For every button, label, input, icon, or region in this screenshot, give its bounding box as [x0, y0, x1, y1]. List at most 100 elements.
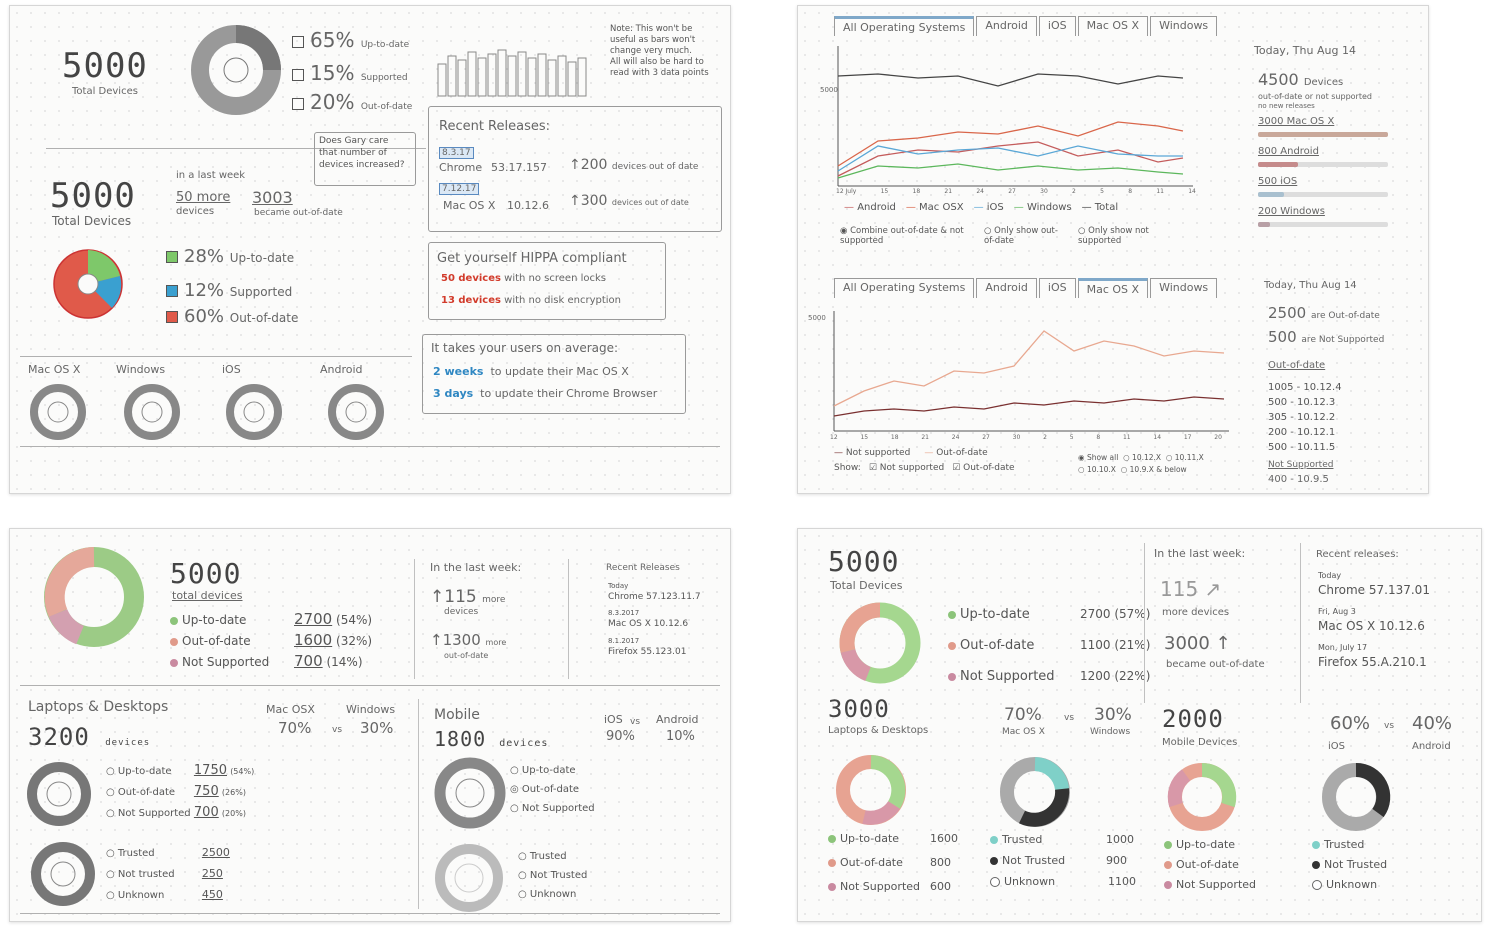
status-donut	[44, 547, 144, 647]
recent-title: Recent Releases	[606, 563, 680, 573]
tab-android[interactable]: Android	[976, 278, 1037, 298]
mac-pct: 70%	[278, 719, 312, 737]
trust-row: ○ Unknown	[518, 889, 577, 900]
stat-row: Not Supported 1200 (22%)	[948, 661, 1150, 692]
x-ticks-2: 12 15 18 21 24 27 30 2 5 8 11 14 17 20	[830, 434, 1222, 441]
windows-pct: 30%	[360, 719, 394, 737]
average-row: 2 weeks to update their Mac OS X	[433, 365, 629, 378]
note-text: Note: This won't be useful as bars won't c…	[610, 24, 709, 78]
divider	[20, 446, 720, 447]
bar-label: 500 iOS	[1258, 176, 1298, 187]
laptops-count: 3000	[828, 695, 890, 723]
radio-10-12[interactable]: ○ 10.12.X	[1123, 453, 1162, 462]
vs-label: vs	[1064, 713, 1075, 723]
out-of-date-title: Out-of-date	[1268, 360, 1326, 371]
stats-list: Up-to-date 2700 (54%) Out-of-date 1600 (32…	[170, 609, 372, 672]
radio-10-11[interactable]: ○ 10.11.X	[1165, 453, 1204, 462]
stat-row: Up-to-date	[1164, 835, 1256, 855]
radio-show-all[interactable]: ◉ Show all	[1078, 453, 1119, 462]
recent-list: Today Chrome 57.123.11.7 8.3.2017 Mac OS X…	[608, 582, 701, 657]
os-label: iOS	[222, 363, 241, 376]
laptop-stats: Up-to-date 1600 Out-of-date 800 Not Suppor…	[828, 827, 958, 899]
checkbox-out-of-date[interactable]: ☑ Out-of-date	[952, 463, 1015, 473]
trust-row: ○ Trusted	[518, 851, 567, 862]
more-devices-count: 50 more	[176, 190, 231, 205]
stat-row: ○ Out-of-date 750 (26%)	[106, 784, 246, 799]
out-of-date-label: became out-of-date	[254, 208, 343, 218]
radio-out-of-date[interactable]: ○ Only show out-of-date	[984, 226, 1058, 246]
total-devices-count: 5000	[62, 46, 148, 86]
tab-windows[interactable]: Windows	[1150, 16, 1218, 36]
tab-mac[interactable]: Mac OS X	[1077, 16, 1149, 36]
total-label: Total Devices	[830, 579, 903, 592]
tab-ios[interactable]: iOS	[1038, 16, 1076, 36]
week-title: In the last week:	[1154, 547, 1246, 560]
stat-row: Out-of-date 800	[828, 851, 958, 875]
trust-row: Not Trusted 900	[990, 850, 1136, 871]
week-title: In the last week:	[430, 561, 522, 574]
mobile-label: Mobile Devices	[1162, 737, 1238, 748]
release-name: Chrome	[439, 161, 483, 174]
android-label: Android	[1412, 741, 1451, 752]
tab-mac[interactable]: Mac OS X	[1077, 278, 1149, 298]
android-label: Android	[656, 713, 699, 726]
mobile-count: 2000	[1162, 705, 1224, 733]
mac-label: Mac OS X	[1002, 727, 1045, 737]
mobile-count: 1800 devices	[434, 727, 549, 751]
os-label: Android	[320, 363, 363, 376]
laptop-trust-donut	[1000, 757, 1070, 827]
average-update-panel: It takes your users on average: 2 weeks …	[422, 334, 686, 414]
checkbox-not-supported[interactable]: ☑ Not supported	[868, 463, 945, 473]
stat-row: Out-of-date 1600 (32%)	[170, 630, 372, 651]
laptop-stats: ○ Up-to-date 1750 (54%) ○ Out-of-date 750 …	[106, 761, 254, 824]
not-supported-total: 500 are Not Supported	[1268, 328, 1385, 346]
radio-group-1: ◉ Combine out-of-date & not supported ○ …	[840, 226, 1170, 246]
out-of-date-list: 1005 - 10.12.4 500 - 10.12.3 305 - 10.12.2…	[1268, 382, 1342, 453]
ios-label: iOS	[604, 713, 623, 726]
tab-windows[interactable]: Windows	[1150, 278, 1218, 298]
recent-list: Today Chrome 57.137.01 Fri, Aug 3 Mac OS X…	[1318, 571, 1430, 669]
divider	[1300, 543, 1301, 703]
android-pct: 40%	[1412, 713, 1453, 734]
sketch-sheet-overview-v4: 5000 Total Devices Up-to-date 2700 (57%) …	[797, 528, 1482, 922]
os-donut	[124, 384, 180, 440]
stat-row: Not Supported	[1164, 875, 1256, 895]
out-of-date-total: 2500 are Out-of-date	[1268, 304, 1380, 322]
vs-label: vs	[1384, 721, 1395, 731]
radio-10-10[interactable]: ○ 10.10.X	[1078, 465, 1116, 474]
mobile-trust-donut	[1322, 762, 1391, 831]
pie-chart	[53, 249, 123, 319]
trust-row: ○ Unknown 450	[106, 888, 223, 901]
release-version: 10.12.6	[507, 199, 549, 212]
tab-ios[interactable]: iOS	[1038, 278, 1076, 298]
mobile-trust: ○ Trusted ○ Not Trusted ○ Unknown	[518, 847, 587, 904]
laptop-status-donut	[27, 762, 91, 826]
pct2-row-supported: 12% Supported	[166, 280, 292, 301]
tab-all-os[interactable]: All Operating Systems	[834, 16, 975, 36]
laptops-count: 3200 devices	[28, 723, 151, 751]
radio-combine[interactable]: ◉ Combine out-of-date & not supported	[840, 226, 964, 246]
divider	[414, 559, 415, 679]
bar-ios	[1258, 192, 1388, 197]
android-pct: 10%	[666, 729, 695, 744]
os-tabs-2: All Operating Systems Android iOS Mac OS…	[834, 278, 1219, 298]
legend-item: — Total	[1081, 202, 1119, 213]
tab-all-os[interactable]: All Operating Systems	[834, 278, 975, 298]
mobile-stats: ○ Up-to-date ◎ Out-of-date ○ Not Support…	[510, 761, 595, 818]
legend-1: — Android — Mac OSX — iOS — Windows — To…	[844, 202, 1118, 213]
ios-pct: 60%	[1330, 713, 1371, 734]
stat-row: Not Supported 700 (14%)	[170, 651, 372, 672]
week-more: ↑115 more	[430, 587, 506, 607]
radio-not-supported[interactable]: ○ Only show not supported	[1078, 226, 1149, 246]
tab-android[interactable]: Android	[976, 16, 1037, 36]
bar-windows	[1258, 222, 1388, 227]
legend-item: — Android	[844, 202, 896, 213]
line-chart-all-os	[837, 46, 1193, 187]
average-title: It takes your users on average:	[431, 341, 619, 355]
bar-windows-fill	[1258, 222, 1270, 227]
divider	[20, 356, 412, 357]
windows-label: Windows	[346, 703, 396, 716]
bar-label: 3000 Mac OS X	[1258, 116, 1335, 127]
radio-10-9[interactable]: ○ 10.9.X & below	[1120, 465, 1187, 474]
trust-row: ○ Trusted 2500	[106, 846, 230, 859]
